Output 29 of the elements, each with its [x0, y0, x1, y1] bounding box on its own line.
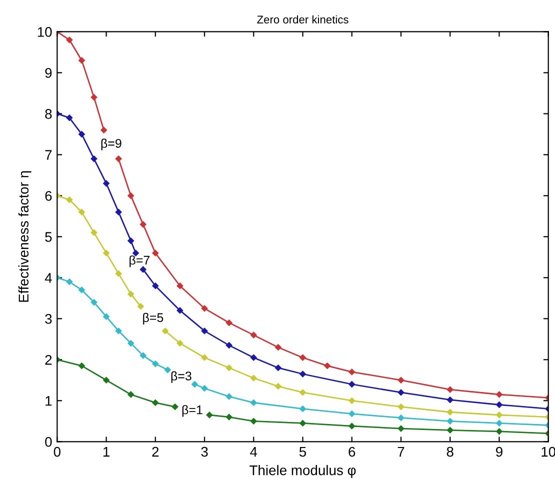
y-tick-label: 8 [45, 109, 52, 119]
x-tick-label: 0 [54, 446, 60, 457]
series-label: β=9 [101, 138, 122, 150]
x-tick-label: 1 [103, 447, 110, 457]
y-tick-label: 7 [45, 150, 52, 160]
series-label: β=5 [143, 312, 164, 324]
y-tick-label: 6 [45, 191, 52, 201]
x-tick-label: 5 [299, 447, 306, 457]
x-tick-label: 3 [201, 446, 208, 457]
y-tick-label: 3 [45, 314, 52, 324]
series-label: β=1 [182, 405, 202, 417]
series-label: β=3 [171, 371, 192, 383]
x-axis-title: Thiele modulus φ [250, 465, 356, 478]
y-tick-label: 2 [45, 354, 52, 365]
y-tick-label: 4 [44, 273, 52, 283]
series-label: β=7 [130, 255, 150, 268]
x-tick-label: 6 [348, 446, 356, 457]
y-axis-title: Effectiveness factor η [18, 171, 32, 302]
y-tick-label: 0 [45, 436, 52, 447]
y-tick-label: 5 [45, 232, 52, 242]
x-tick-label: 7 [398, 447, 404, 457]
x-tick-label: 4 [250, 447, 258, 457]
y-tick-label: 10 [38, 27, 52, 37]
y-tick-label: 1 [46, 396, 52, 406]
x-tick-label: 2 [152, 446, 159, 457]
x-tick-label: 8 [446, 446, 454, 457]
y-tick-label: 9 [45, 68, 52, 78]
x-tick-label: 9 [496, 446, 502, 457]
chart-title: Zero order kinetics [257, 15, 348, 24]
